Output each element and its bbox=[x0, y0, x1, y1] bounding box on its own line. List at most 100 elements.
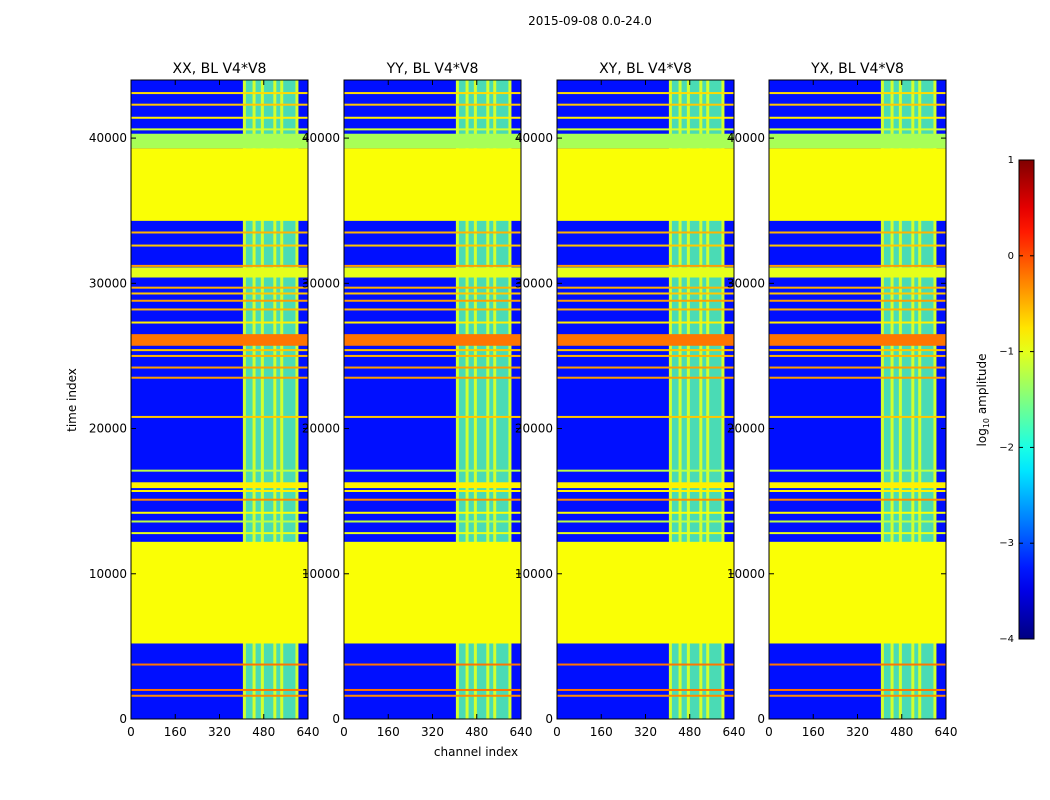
rfi-time-row bbox=[557, 532, 734, 535]
colorbar: 1 0 −1 −2 −3 −4 log10 amplitude bbox=[975, 155, 1035, 645]
rfi-time-row bbox=[131, 694, 308, 697]
rfi-time-row bbox=[131, 520, 308, 523]
rfi-time-row bbox=[344, 415, 521, 418]
y-tick-label: 20000 bbox=[727, 422, 765, 436]
y-tick-label: 40000 bbox=[515, 131, 553, 145]
rfi-time-row bbox=[769, 286, 946, 289]
y-tick-label: 40000 bbox=[302, 131, 340, 145]
rfi-channel-line bbox=[486, 80, 490, 719]
rfi-time-row bbox=[557, 92, 734, 95]
rfi-time-row bbox=[344, 498, 521, 501]
panel-title: YY, BL V4*V8 bbox=[386, 61, 479, 77]
rfi-channel-line bbox=[706, 80, 710, 719]
rfi-time-band bbox=[344, 133, 521, 149]
y-tick-label: 0 bbox=[119, 712, 127, 726]
x-tick-label: 160 bbox=[590, 725, 613, 739]
x-tick-label: 160 bbox=[164, 725, 187, 739]
rfi-time-row bbox=[344, 349, 521, 352]
rfi-time-row bbox=[769, 688, 946, 691]
rfi-time-band bbox=[769, 267, 946, 278]
rfi-time-band bbox=[557, 482, 734, 489]
rfi-time-row bbox=[344, 231, 521, 234]
rfi-channel-line bbox=[260, 80, 264, 719]
rfi-time-row bbox=[557, 308, 734, 311]
rfi-time-row bbox=[131, 231, 308, 234]
rfi-time-band bbox=[131, 267, 308, 278]
rfi-time-band bbox=[557, 133, 734, 149]
y-tick-label: 10000 bbox=[89, 567, 127, 581]
rfi-time-row bbox=[344, 292, 521, 295]
x-tick-label: 640 bbox=[297, 725, 320, 739]
rfi-time-row bbox=[557, 376, 734, 379]
rfi-time-row bbox=[131, 376, 308, 379]
panel-4: YX, BL V4*V8 0 160 320 480 640 0 10000 20000 3000… bbox=[727, 61, 958, 739]
rfi-time-band bbox=[769, 482, 946, 489]
rfi-time-row bbox=[557, 354, 734, 357]
rfi-time-row bbox=[131, 366, 308, 369]
flagged-region bbox=[344, 541, 521, 644]
rfi-time-band bbox=[769, 133, 946, 149]
colorbar-tick-label: −2 bbox=[999, 442, 1014, 453]
rfi-time-row bbox=[344, 299, 521, 302]
colorbar-tick-label: 1 bbox=[1008, 155, 1014, 166]
rfi-time-row bbox=[769, 354, 946, 357]
rfi-time-row bbox=[131, 92, 308, 95]
rfi-time-row bbox=[557, 321, 734, 324]
y-tick-label: 10000 bbox=[302, 567, 340, 581]
y-tick-label: 30000 bbox=[727, 276, 765, 290]
panel-2: YY, BL V4*V8 0 160 320 480 640 0 10000 20000 3000… bbox=[302, 61, 533, 739]
y-tick-label: 0 bbox=[545, 712, 553, 726]
panel-title: XX, BL V4*V8 bbox=[173, 61, 267, 77]
rfi-time-band bbox=[131, 482, 308, 489]
rfi-time-row bbox=[769, 128, 946, 131]
rfi-time-band bbox=[769, 334, 946, 346]
rfi-time-row bbox=[557, 128, 734, 131]
rfi-time-row bbox=[769, 349, 946, 352]
rfi-time-row bbox=[131, 498, 308, 501]
rfi-time-band bbox=[131, 133, 308, 149]
x-tick-label: 480 bbox=[252, 725, 275, 739]
rfi-channel-line bbox=[668, 80, 672, 719]
rfi-time-row bbox=[557, 511, 734, 514]
rfi-time-row bbox=[344, 469, 521, 472]
flagged-region bbox=[131, 541, 308, 644]
x-tick-label: 320 bbox=[634, 725, 657, 739]
rfi-time-row bbox=[344, 128, 521, 131]
rfi-time-row bbox=[131, 663, 308, 666]
colorbar-tick-label: 0 bbox=[1008, 251, 1014, 262]
rfi-time-row bbox=[344, 92, 521, 95]
rfi-time-row bbox=[557, 286, 734, 289]
rfi-time-row bbox=[769, 321, 946, 324]
rfi-time-row bbox=[131, 103, 308, 106]
y-tick-label: 30000 bbox=[302, 276, 340, 290]
rfi-channel-line bbox=[933, 80, 937, 719]
rfi-time-row bbox=[344, 663, 521, 666]
rfi-time-row bbox=[769, 498, 946, 501]
rfi-time-row bbox=[131, 469, 308, 472]
rfi-time-band bbox=[557, 267, 734, 278]
rfi-time-band bbox=[557, 334, 734, 346]
rfi-time-row bbox=[769, 520, 946, 523]
rfi-time-row bbox=[344, 103, 521, 106]
rfi-time-row bbox=[344, 688, 521, 691]
rfi-channel-line bbox=[508, 80, 512, 719]
rfi-time-row bbox=[557, 663, 734, 666]
rfi-time-row bbox=[131, 511, 308, 514]
y-tick-label: 40000 bbox=[727, 131, 765, 145]
rfi-time-row bbox=[557, 415, 734, 418]
rfi-time-row bbox=[131, 264, 308, 267]
rfi-time-row bbox=[344, 264, 521, 267]
rfi-channel-line bbox=[295, 80, 299, 719]
panel-1: XX, BL V4*V8 0 160 320 480 640 0 10000 20000 3000… bbox=[89, 61, 320, 739]
x-tick-label: 0 bbox=[765, 725, 773, 739]
rfi-time-row bbox=[131, 321, 308, 324]
rfi-time-row bbox=[344, 489, 521, 492]
y-tick-label: 0 bbox=[332, 712, 340, 726]
colorbar-tick-label: −1 bbox=[999, 347, 1014, 358]
colorbar-label: log10 amplitude bbox=[975, 354, 991, 447]
x-tick-label: 0 bbox=[127, 725, 135, 739]
rfi-time-row bbox=[769, 308, 946, 311]
rfi-time-row bbox=[557, 520, 734, 523]
x-tick-label: 640 bbox=[723, 725, 746, 739]
